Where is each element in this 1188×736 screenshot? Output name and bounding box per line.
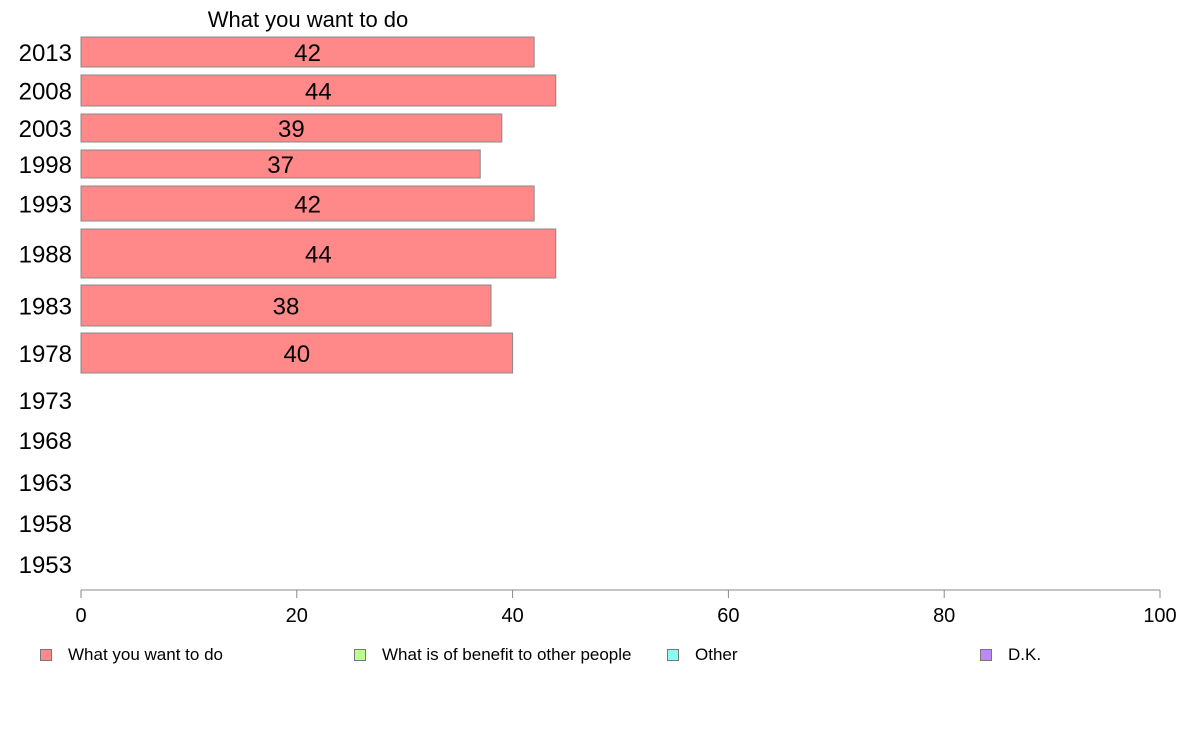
- legend-label: D.K.: [1008, 645, 1042, 664]
- bar: [80, 36, 535, 68]
- year-label: 1963: [19, 470, 72, 497]
- year-label: 2003: [19, 116, 72, 143]
- legend-swatch: [980, 649, 992, 661]
- x-tick-label: 20: [286, 605, 308, 627]
- legend-swatch: [40, 649, 52, 661]
- year-label: 1958: [19, 511, 72, 538]
- legend-label: Other: [695, 645, 738, 664]
- x-tick-label: 60: [717, 605, 739, 627]
- legend-swatch: [667, 649, 679, 661]
- bar-value-label: 38: [273, 294, 300, 321]
- year-label: 2013: [19, 40, 72, 67]
- year-label: 1993: [19, 192, 72, 219]
- year-label: 1978: [19, 341, 72, 368]
- year-label: 1968: [19, 428, 72, 455]
- legend-label: What you want to do: [68, 645, 223, 664]
- chart-title: What you want to do: [208, 7, 409, 32]
- bar-value-label: 39: [278, 116, 305, 143]
- bar-value-label: 42: [294, 192, 321, 219]
- bar-value-label: 44: [305, 242, 332, 269]
- bar: [80, 74, 557, 107]
- bar: [80, 228, 557, 279]
- legend-item-benefit-to-others: What is of benefit to other people: [354, 645, 632, 665]
- legend-item-dk: D.K.: [980, 645, 1041, 665]
- bar-value-label: 42: [294, 40, 321, 67]
- bar: [80, 284, 492, 327]
- year-label: 1953: [19, 552, 72, 579]
- year-label: 2008: [19, 79, 72, 106]
- legend-item-other: Other: [667, 645, 738, 665]
- legend-swatch: [354, 649, 366, 661]
- year-label: 1988: [19, 242, 72, 269]
- bar-value-label: 37: [267, 152, 294, 179]
- x-tick-label: 100: [1143, 605, 1176, 627]
- legend-item-what-you-want-to-do: What you want to do: [40, 645, 223, 665]
- year-label: 1973: [19, 388, 72, 415]
- year-label: 1983: [19, 294, 72, 321]
- x-tick-label: 80: [933, 605, 955, 627]
- bar-value-label: 40: [283, 341, 310, 368]
- legend-label: What is of benefit to other people: [382, 645, 632, 664]
- bar: [80, 185, 535, 222]
- year-label: 1998: [19, 152, 72, 179]
- x-axis: 0 20 40 60 80 100: [75, 589, 1177, 627]
- bar-value-label: 44: [305, 79, 332, 106]
- legend: What you want to do What is of benefit t…: [0, 645, 1188, 667]
- x-tick-label: 0: [75, 605, 86, 627]
- bar: [80, 332, 514, 374]
- bar: [80, 113, 503, 143]
- bar: [80, 149, 481, 179]
- y-axis-labels: 2013 2008 2003 1998 1993 1988 1983 1978 1973 1968…: [19, 40, 72, 579]
- x-tick-label: 40: [501, 605, 523, 627]
